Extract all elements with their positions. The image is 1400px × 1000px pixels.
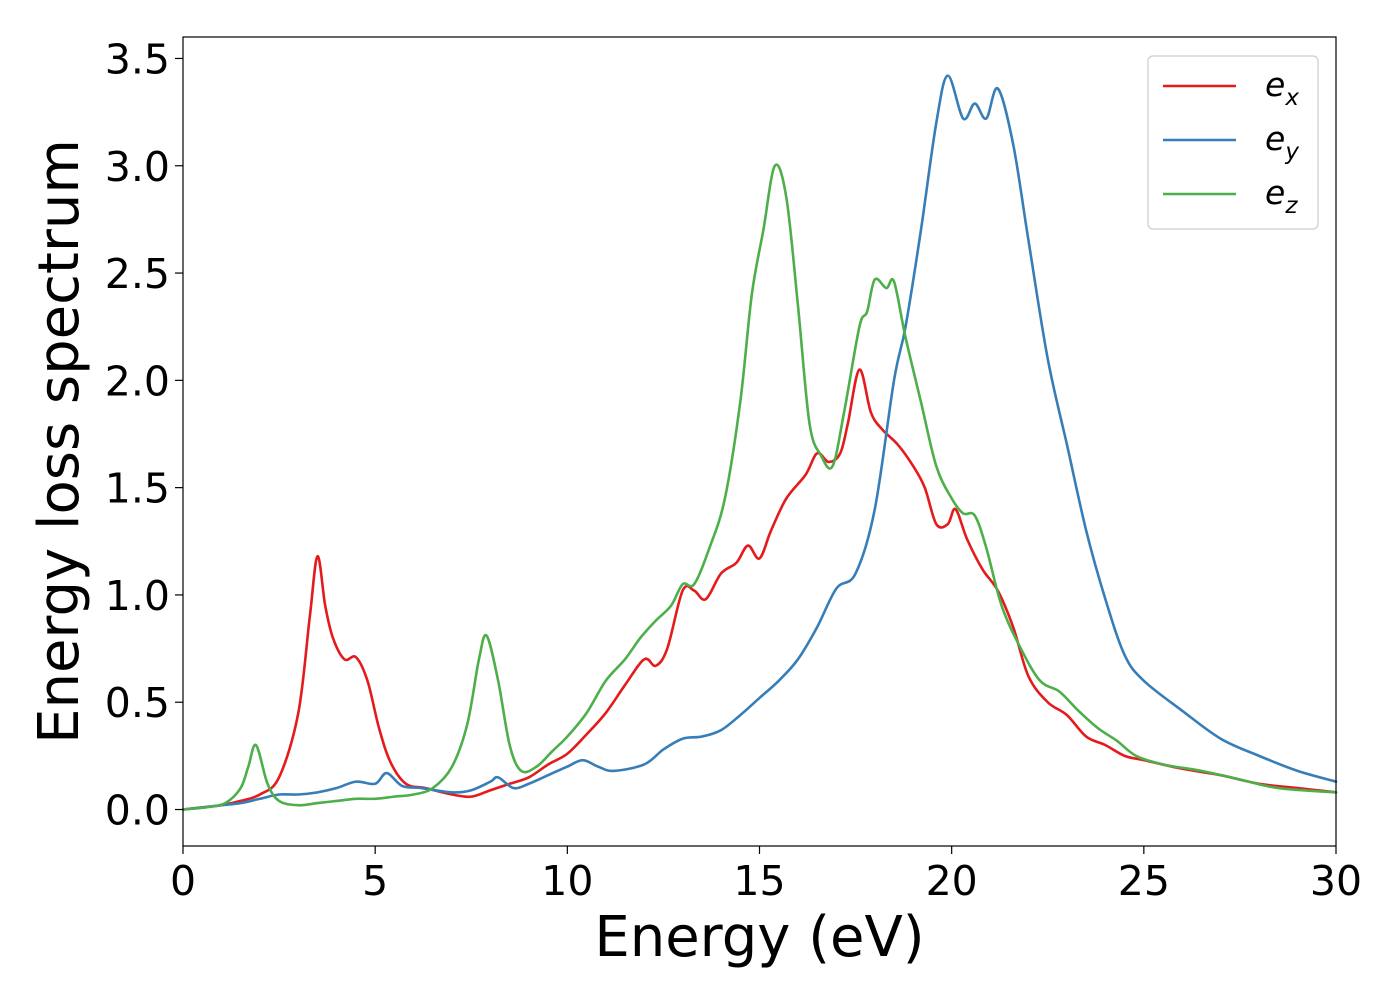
y-tick-label: 3.0 bbox=[105, 143, 170, 191]
series-layer bbox=[181, 74, 1338, 811]
legend-label-e-y: ey bbox=[1265, 119, 1299, 165]
legend-box bbox=[1147, 55, 1319, 230]
series-line-e-y bbox=[181, 74, 1338, 811]
x-axis-label: Energy (eV) bbox=[594, 905, 924, 970]
x-tick-label: 25 bbox=[1118, 857, 1170, 905]
y-tick-label: 3.5 bbox=[105, 35, 170, 83]
x-tick-label: 30 bbox=[1310, 857, 1362, 905]
x-tick-label: 5 bbox=[362, 857, 388, 905]
x-tick-label: 0 bbox=[170, 857, 196, 905]
x-axis: 0 5 10 15 20 25 30 bbox=[170, 846, 1362, 905]
y-tick-label: 0.5 bbox=[105, 679, 170, 727]
y-axis-label: Energy loss spectrum bbox=[27, 139, 92, 744]
x-tick-label: 10 bbox=[541, 857, 593, 905]
y-tick-label: 2.0 bbox=[105, 357, 170, 405]
y-tick-label: 0.0 bbox=[105, 787, 170, 835]
x-tick-label: 15 bbox=[733, 857, 785, 905]
y-tick-label: 2.5 bbox=[105, 250, 170, 298]
y-tick-label: 1.5 bbox=[105, 465, 170, 513]
x-tick-label: 20 bbox=[926, 857, 978, 905]
series-line-e-z bbox=[181, 163, 1338, 811]
y-tick-label: 1.0 bbox=[105, 572, 170, 620]
y-axis: 0.0 0.5 1.0 1.5 2.0 2.5 3.0 3.5 bbox=[105, 35, 183, 835]
